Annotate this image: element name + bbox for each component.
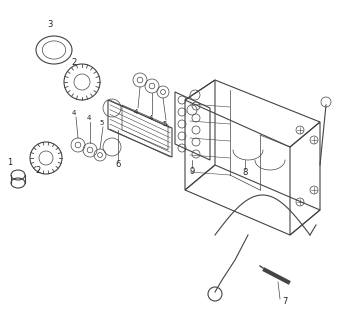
Text: 5: 5	[100, 120, 104, 126]
Text: 2: 2	[35, 165, 41, 174]
Text: 4: 4	[134, 109, 138, 115]
Text: 8: 8	[242, 167, 248, 177]
Text: 6: 6	[115, 159, 121, 169]
Text: 3: 3	[47, 20, 53, 28]
Text: 9: 9	[189, 166, 195, 175]
Text: 2: 2	[71, 58, 77, 67]
Text: 4: 4	[87, 115, 91, 121]
Text: 4: 4	[72, 110, 76, 116]
Text: 5: 5	[163, 121, 167, 127]
Text: 4: 4	[149, 115, 153, 121]
Text: 7: 7	[282, 298, 288, 307]
Text: 1: 1	[7, 157, 13, 166]
